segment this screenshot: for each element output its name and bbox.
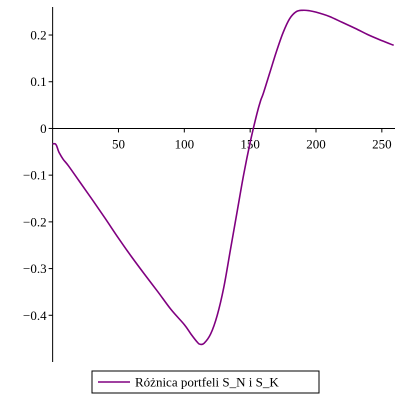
- y-tick-label-5: 0.1: [30, 74, 46, 89]
- y-tick-label-2: −0.2: [23, 214, 47, 229]
- y-tick-label-1: −0.3: [23, 261, 47, 276]
- axis-ticks: [48, 34, 383, 316]
- x-tick-label-200: 200: [306, 136, 326, 151]
- x-tick-labels: 50 100 150 200 250: [112, 136, 392, 151]
- legend: Różnica portfeli S_N i S_K: [91, 370, 320, 394]
- y-tick-label-4: 0: [40, 121, 47, 136]
- series-line: [52, 9, 394, 346]
- legend-label: Różnica portfeli S_N i S_K: [135, 375, 279, 390]
- y-tick-labels: −0.4 −0.3 −0.2 −0.1 0 0.1 0.2: [23, 28, 47, 323]
- x-tick-label-100: 100: [175, 136, 195, 151]
- legend-box: [91, 370, 320, 394]
- y-tick-label-0: −0.4: [23, 308, 47, 323]
- y-tick-label-6: 0.2: [30, 28, 46, 43]
- x-tick-label-50: 50: [112, 136, 125, 151]
- x-tick-label-250: 250: [372, 136, 392, 151]
- y-tick-label-3: −0.1: [23, 168, 47, 183]
